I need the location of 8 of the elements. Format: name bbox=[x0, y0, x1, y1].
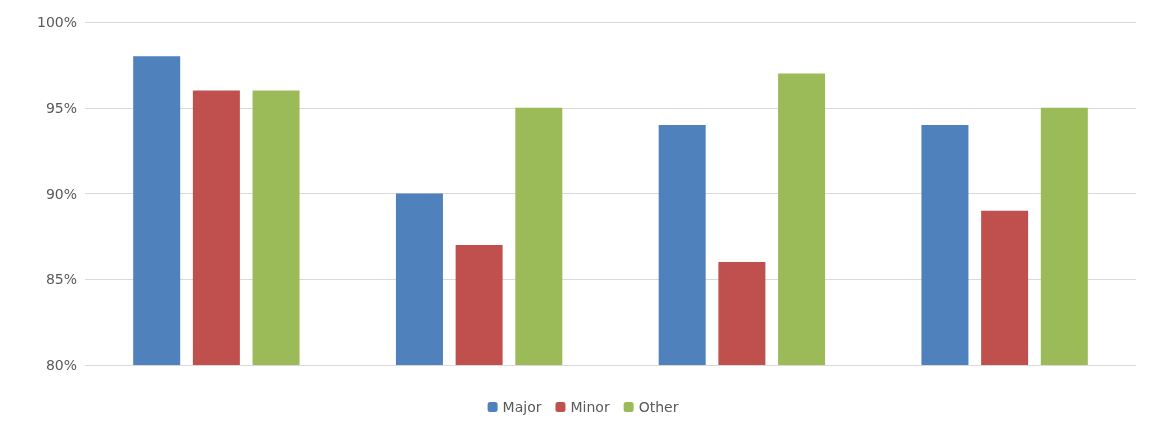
legend-label: Minor bbox=[570, 399, 610, 415]
legend-label: Other bbox=[638, 399, 679, 415]
y-tick-label: 80% bbox=[45, 357, 77, 373]
y-tick-label: 90% bbox=[45, 185, 77, 202]
y-tick-label: 85% bbox=[45, 271, 77, 288]
y-tick-label: 95% bbox=[45, 99, 77, 116]
y-tick-label: 100% bbox=[36, 14, 77, 30]
legend-label: Major bbox=[502, 399, 542, 415]
